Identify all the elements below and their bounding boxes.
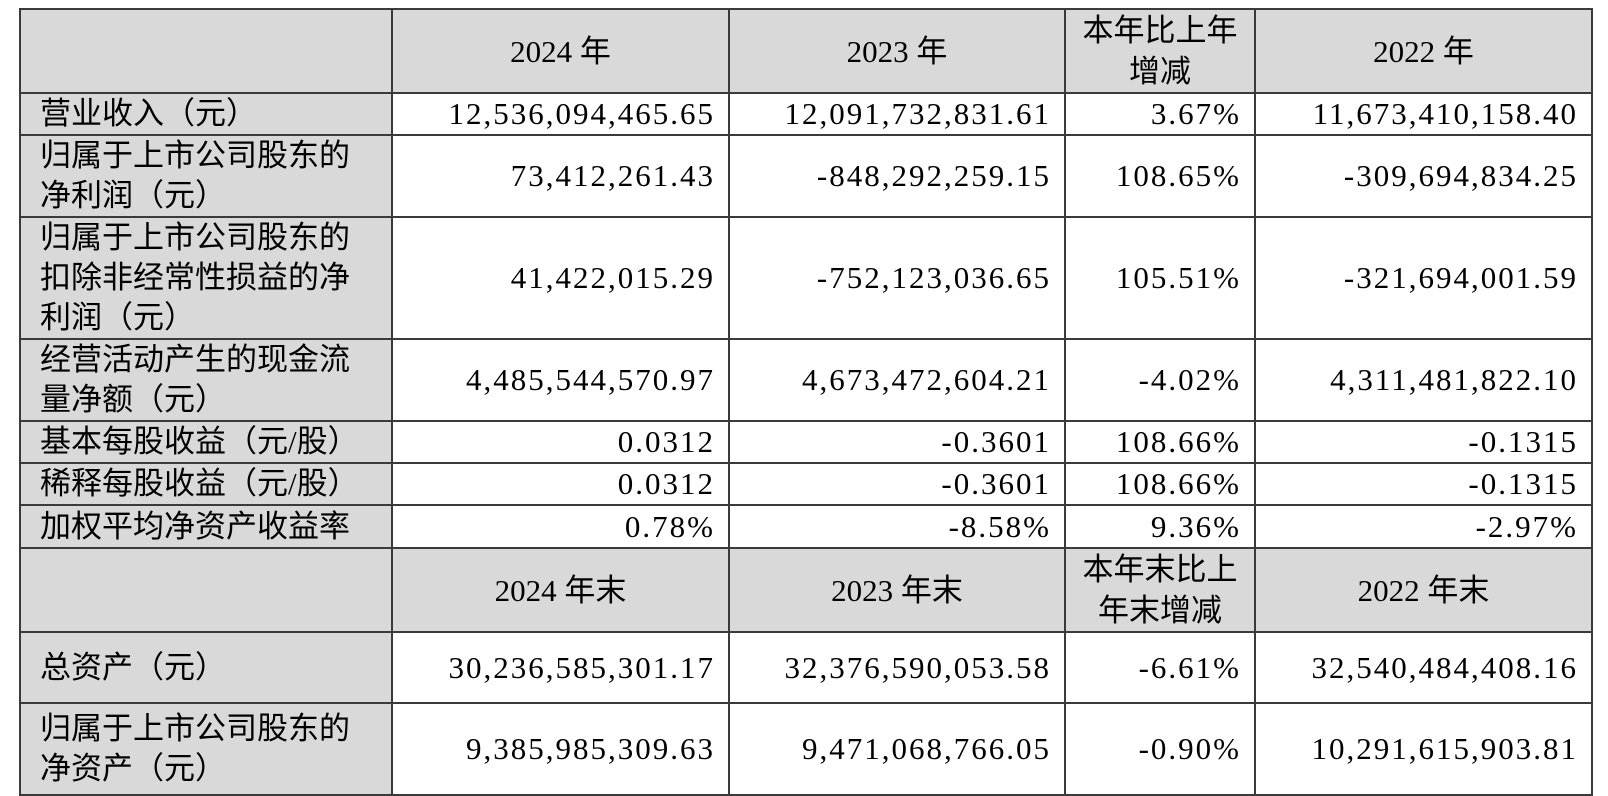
value-2023: 9,471,068,766.05 xyxy=(728,702,1066,796)
value-2024: 12,536,094,465.65 xyxy=(391,92,730,136)
value-2024: 4,485,544,570.97 xyxy=(391,338,730,422)
row-label: 归属于上市公司股东的净利润（元） xyxy=(19,134,393,218)
value-2023: 4,673,472,604.21 xyxy=(728,338,1066,422)
value-2023: -0.3601 xyxy=(728,462,1066,506)
value-2024: 73,412,261.43 xyxy=(391,134,730,218)
column-header-change: 本年比上年增减 xyxy=(1064,8,1256,94)
column-header-2022: 2022 年 xyxy=(1254,8,1593,94)
value-2024: 0.0312 xyxy=(391,462,730,506)
value-2022: -0.1315 xyxy=(1254,462,1593,506)
table-row-weighted-avg-roe: 加权平均净资产收益率 0.78% -8.58% 9.36% -2.97% xyxy=(19,504,1593,549)
row-label: 经营活动产生的现金流量净额（元） xyxy=(19,338,393,422)
table-row-diluted-eps: 稀释每股收益（元/股） 0.0312 -0.3601 108.66% -0.13… xyxy=(19,462,1593,506)
value-2023: 12,091,732,831.61 xyxy=(728,92,1066,136)
value-change: -6.61% xyxy=(1064,631,1256,704)
column-header-2023: 2023 年 xyxy=(728,8,1066,94)
table-row-operating-revenue: 营业收入（元） 12,536,094,465.65 12,091,732,831… xyxy=(19,92,1593,136)
value-2022: -2.97% xyxy=(1254,504,1593,549)
corner-cell xyxy=(19,8,393,94)
table-row-total-assets: 总资产（元） 30,236,585,301.17 32,376,590,053.… xyxy=(19,631,1593,704)
table-row-basic-eps: 基本每股收益（元/股） 0.0312 -0.3601 108.66% -0.13… xyxy=(19,420,1593,464)
value-2022: -321,694,001.59 xyxy=(1254,216,1593,340)
table-row-net-profit: 归属于上市公司股东的净利润（元） 73,412,261.43 -848,292,… xyxy=(19,134,1593,218)
value-2022: 32,540,484,408.16 xyxy=(1254,631,1593,704)
value-change: 9.36% xyxy=(1064,504,1256,549)
value-2024: 0.78% xyxy=(391,504,730,549)
value-2023: -0.3601 xyxy=(728,420,1066,464)
value-change: 3.67% xyxy=(1064,92,1256,136)
column-header-2022-eoy: 2022 年末 xyxy=(1254,547,1593,633)
row-label: 总资产（元） xyxy=(19,631,393,704)
eoy-header-row: 2024 年末 2023 年末 本年末比上年末增减 2022 年末 xyxy=(19,547,1593,633)
value-change: -0.90% xyxy=(1064,702,1256,796)
value-change: 105.51% xyxy=(1064,216,1256,340)
value-2022: 11,673,410,158.40 xyxy=(1254,92,1593,136)
table-row-net-assets: 归属于上市公司股东的净资产（元） 9,385,985,309.63 9,471,… xyxy=(19,702,1593,796)
row-label: 归属于上市公司股东的扣除非经常性损益的净利润（元） xyxy=(19,216,393,340)
column-header-change-eoy: 本年末比上年末增减 xyxy=(1064,547,1256,633)
value-change: -4.02% xyxy=(1064,338,1256,422)
value-2024: 0.0312 xyxy=(391,420,730,464)
value-change: 108.65% xyxy=(1064,134,1256,218)
value-2022: -0.1315 xyxy=(1254,420,1593,464)
column-header-2024-eoy: 2024 年末 xyxy=(391,547,730,633)
value-2023: -752,123,036.65 xyxy=(728,216,1066,340)
value-2024: 30,236,585,301.17 xyxy=(391,631,730,704)
row-label: 加权平均净资产收益率 xyxy=(19,504,393,549)
table-row-net-profit-deducted: 归属于上市公司股东的扣除非经常性损益的净利润（元） 41,422,015.29 … xyxy=(19,216,1593,340)
financial-summary-table: 2024 年 2023 年 本年比上年增减 2022 年 营业收入（元） 12,… xyxy=(19,8,1593,796)
row-label: 归属于上市公司股东的净资产（元） xyxy=(19,702,393,796)
value-2022: -309,694,834.25 xyxy=(1254,134,1593,218)
value-2024: 41,422,015.29 xyxy=(391,216,730,340)
corner-cell xyxy=(19,547,393,633)
value-2023: -848,292,259.15 xyxy=(728,134,1066,218)
row-label: 基本每股收益（元/股） xyxy=(19,420,393,464)
value-2023: 32,376,590,053.58 xyxy=(728,631,1066,704)
value-2024: 9,385,985,309.63 xyxy=(391,702,730,796)
table-row-operating-cash-flow: 经营活动产生的现金流量净额（元） 4,485,544,570.97 4,673,… xyxy=(19,338,1593,422)
column-header-2024: 2024 年 xyxy=(391,8,730,94)
value-2022: 10,291,615,903.81 xyxy=(1254,702,1593,796)
value-2022: 4,311,481,822.10 xyxy=(1254,338,1593,422)
row-label: 营业收入（元） xyxy=(19,92,393,136)
value-change: 108.66% xyxy=(1064,462,1256,506)
annual-header-row: 2024 年 2023 年 本年比上年增减 2022 年 xyxy=(19,8,1593,94)
value-change: 108.66% xyxy=(1064,420,1256,464)
column-header-2023-eoy: 2023 年末 xyxy=(728,547,1066,633)
row-label: 稀释每股收益（元/股） xyxy=(19,462,393,506)
value-2023: -8.58% xyxy=(728,504,1066,549)
